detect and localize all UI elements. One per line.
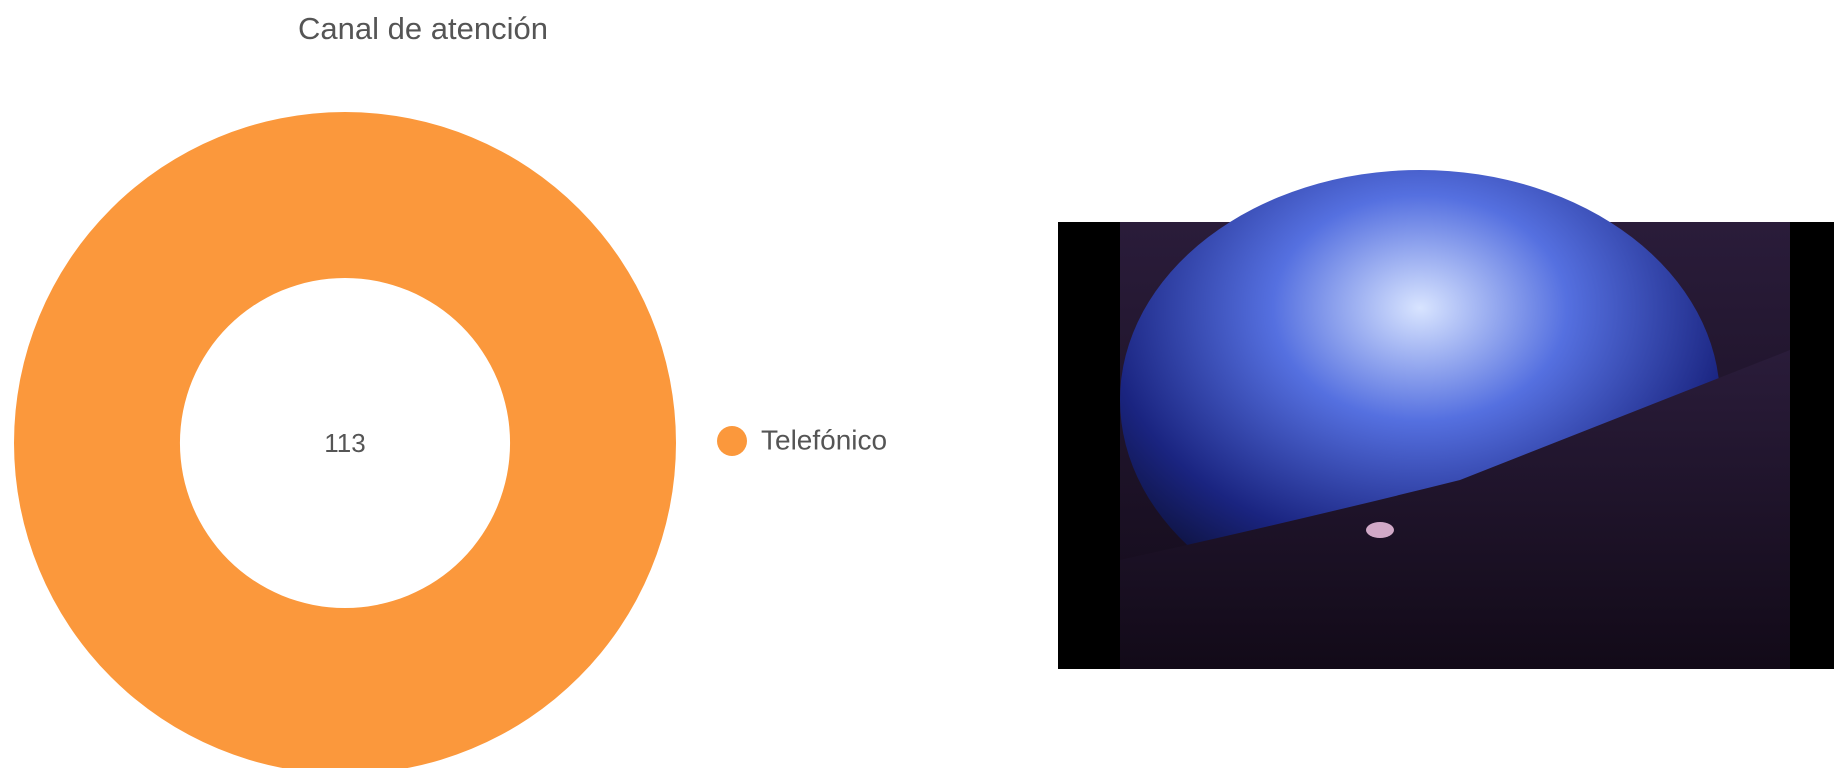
donut-chart: 113 Telefónico	[14, 112, 887, 768]
chart-title: Canal de atención	[298, 11, 548, 46]
donut-slice	[14, 112, 676, 768]
legend-swatch	[717, 426, 747, 456]
photo	[1058, 170, 1834, 669]
value-label: 113	[324, 428, 365, 458]
legend-label: Telefónico	[761, 424, 887, 455]
